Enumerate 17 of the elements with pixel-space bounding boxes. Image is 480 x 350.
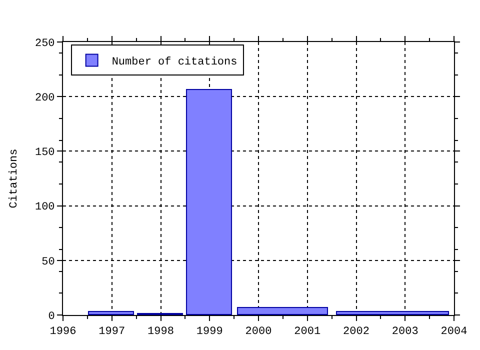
y-tick-label: 150: [34, 147, 55, 160]
x-tick-label: 1999: [196, 326, 223, 338]
legend-label: Number of citations: [112, 56, 238, 69]
x-tick-label: 2004: [440, 326, 468, 338]
y-tick-label: 250: [34, 38, 55, 50]
x-tick-label: 2000: [245, 326, 272, 338]
y-tick-label: 200: [34, 92, 55, 104]
y-tick-label: 100: [34, 202, 55, 214]
y-axis-title: Citations: [8, 148, 21, 208]
y-tick-label: 0: [48, 310, 55, 323]
x-tick-label: 2003: [392, 326, 418, 338]
x-tick-label: 1998: [148, 326, 174, 338]
x-tick-label: 2002: [343, 326, 370, 338]
x-tick-label: 1996: [50, 326, 76, 338]
x-tick-label: 1997: [98, 326, 126, 338]
x-tick-label: 2001: [294, 326, 321, 338]
y-tick-label: 50: [42, 256, 55, 268]
